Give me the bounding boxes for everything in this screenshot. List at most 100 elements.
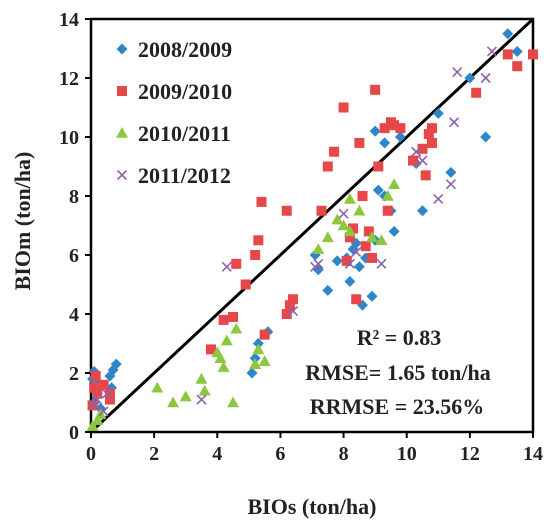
data-point: [426, 123, 437, 134]
data-point: [90, 370, 101, 381]
data-point: [433, 193, 444, 205]
data-point: [471, 87, 482, 98]
data-point: [205, 344, 216, 355]
data-point: [351, 294, 362, 305]
data-point: [167, 396, 180, 408]
x-marker-stroke: [98, 406, 109, 417]
data-point: [322, 284, 334, 296]
data-point: [388, 225, 400, 237]
data-point: [214, 352, 227, 364]
data-point: [348, 223, 359, 234]
data-point: [408, 155, 419, 166]
data-point: [343, 192, 356, 204]
x-marker-stroke: [287, 305, 299, 317]
data-point: [363, 226, 374, 237]
one-to-one-line: [89, 17, 535, 434]
y-axis-label: BIOm (ton/ha): [10, 152, 35, 291]
data-point: [331, 255, 343, 267]
data-point: [110, 358, 122, 370]
data-point: [86, 420, 99, 431]
data-point: [89, 382, 100, 393]
data-point: [92, 388, 103, 399]
x-tick-label: 10: [397, 443, 417, 465]
data-point: [343, 225, 356, 237]
data-point: [420, 170, 431, 181]
data-point: [426, 137, 437, 148]
y-tick-label: 12: [59, 68, 79, 90]
x-marker-stroke: [92, 394, 103, 405]
data-point: [221, 261, 232, 272]
data-point: [417, 155, 428, 166]
x-marker-stroke: [116, 169, 128, 181]
data-point: [449, 117, 460, 128]
data-point: [240, 279, 251, 290]
statistics-annotations: R² = 0.83 RMSE= 1.65 ton/ha RRMSE = 23.56%: [305, 325, 491, 419]
data-point: [220, 334, 233, 346]
data-point: [344, 232, 355, 243]
data-point: [389, 120, 400, 131]
reference-line-group: [89, 17, 535, 434]
data-point: [231, 258, 242, 269]
x-marker-stroke: [445, 179, 456, 190]
data-point: [445, 179, 456, 190]
data-point: [250, 250, 261, 260]
y-tick-label: 8: [69, 186, 79, 208]
x-tick-label: 14: [523, 443, 543, 465]
data-point: [388, 178, 401, 189]
legend-label: 2009/2010: [138, 79, 232, 104]
data-point: [284, 300, 295, 311]
data-point: [329, 146, 340, 157]
data-point: [92, 394, 103, 405]
stat-annotation: RMSE= 1.65 ton/ha: [305, 360, 491, 385]
data-point: [464, 72, 476, 84]
data-point: [98, 406, 109, 417]
data-point: [379, 123, 390, 134]
legend-label: 2010/2011: [138, 121, 231, 146]
data-point: [256, 196, 267, 207]
data-point: [195, 372, 208, 384]
data-point: [369, 125, 381, 137]
legend-marker: [116, 127, 128, 138]
data-point: [360, 241, 371, 252]
data-point: [480, 131, 492, 143]
data-point: [338, 102, 349, 113]
data-point: [104, 394, 115, 405]
data-point: [365, 231, 378, 243]
x-marker-stroke: [449, 117, 460, 128]
x-marker-stroke: [486, 46, 498, 57]
data-point: [313, 258, 324, 269]
data-point: [445, 166, 457, 178]
data-point: [354, 137, 365, 148]
y-tick-label: 0: [69, 422, 79, 444]
data-point: [104, 388, 115, 399]
data-point: [366, 252, 377, 263]
data-point: [253, 235, 264, 246]
data-point: [322, 161, 333, 172]
data-point: [249, 358, 262, 369]
data-points: [86, 28, 538, 431]
x-marker-stroke: [338, 208, 349, 219]
data-point: [98, 379, 109, 390]
x-marker-stroke: [101, 388, 112, 399]
x-marker-stroke: [376, 258, 387, 269]
y-tick-label: 10: [59, 127, 79, 149]
data-point: [353, 261, 365, 273]
data-point: [411, 146, 422, 157]
data-point: [246, 367, 258, 379]
data-point: [151, 381, 164, 393]
data-point: [417, 143, 428, 154]
data-point: [89, 400, 100, 411]
stat-annotation: RRMSE = 23.56%: [310, 394, 485, 419]
data-point: [511, 45, 523, 57]
x-marker-stroke: [344, 258, 355, 269]
data-point: [502, 28, 514, 40]
data-point: [528, 49, 538, 60]
data-point: [372, 184, 384, 196]
legend-label: 2011/2012: [138, 163, 231, 188]
data-point: [486, 46, 498, 57]
data-point: [228, 311, 239, 322]
data-point: [101, 388, 112, 399]
data-point: [87, 400, 98, 411]
legend-marker: [116, 43, 128, 55]
